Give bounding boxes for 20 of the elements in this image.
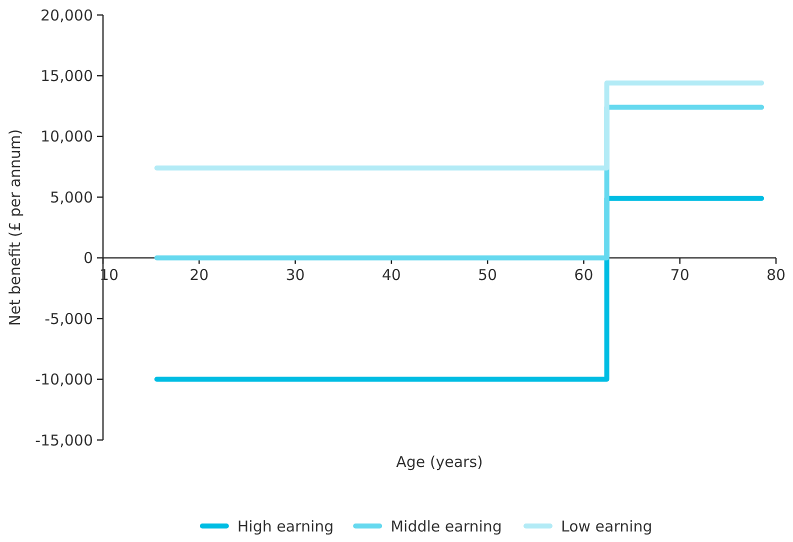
y-tick-label: 5,000 <box>50 188 93 206</box>
legend-label: High earning <box>237 517 334 536</box>
y-tick-label: 15,000 <box>40 66 93 85</box>
x-tick-label: 80 <box>766 266 786 284</box>
x-tick-label: 60 <box>574 266 594 284</box>
y-tick-label: -15,000 <box>35 431 93 450</box>
legend-label: Middle earning <box>390 517 502 536</box>
x-tick-label: 30 <box>286 266 305 284</box>
y-tick-label: 10,000 <box>40 128 93 146</box>
y-tick-label: -10,000 <box>35 370 93 389</box>
y-tick-label: -5,000 <box>44 310 93 328</box>
y-tick-label: 0 <box>83 249 93 268</box>
x-tick-label: 50 <box>478 266 498 284</box>
x-axis-title: Age (years) <box>396 453 483 471</box>
legend-label: Low earning <box>561 517 652 536</box>
x-tick-label: 70 <box>670 266 690 284</box>
x-tick-label: 20 <box>190 266 209 284</box>
y-tick-label: 20,000 <box>40 6 93 24</box>
x-tick-label: 40 <box>382 266 401 284</box>
y-axis-title: Net benefit (£ per annum) <box>6 129 24 326</box>
